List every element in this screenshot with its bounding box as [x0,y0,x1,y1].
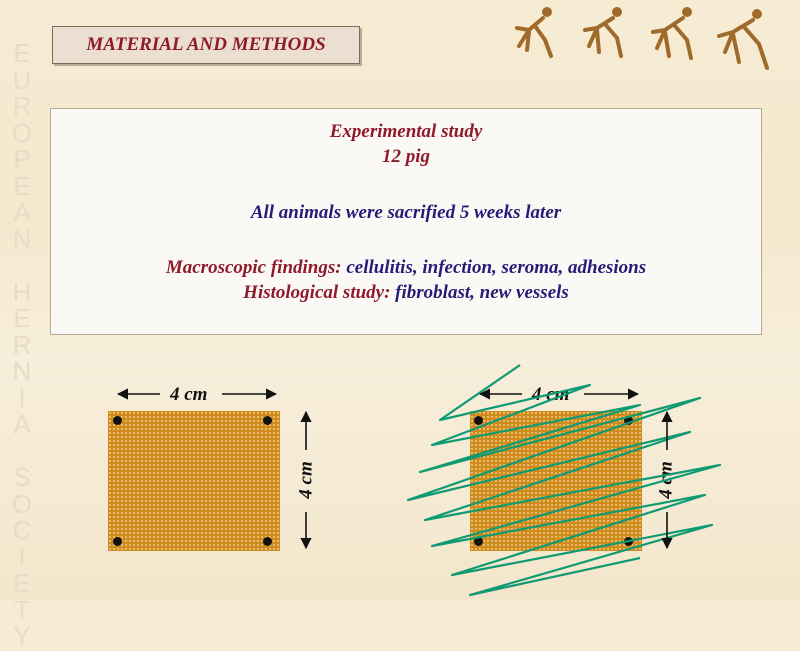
watermark-letter: E [13,38,31,68]
watermark-letter: E [13,170,31,201]
watermark-letter: E [13,303,31,333]
runner-figure-2 [583,7,623,58]
watermark-letter: N [12,223,32,254]
runner-figure-1 [515,7,553,58]
section-header: MATERIAL AND METHODS [52,26,360,64]
watermark-letter: I [18,382,26,413]
macroscopic-findings: Macroscopic findings: cellulitis, infect… [51,257,761,279]
study-type: Experimental study [329,121,483,142]
watermark-letter: O [11,488,33,519]
watermark-letter: A [13,197,31,227]
histological-label: Histological study: [243,282,391,303]
watermark-letter: E [13,568,31,598]
watermark-letter: N [12,356,32,386]
suture-dot [263,537,272,546]
suture-dot [113,416,122,425]
watermark-letter: U [12,64,32,95]
watermark-letter: Y [13,621,31,651]
mesh-square-left [108,411,280,551]
study-summary-box: Experimental study 12 pig All animals we… [50,108,762,335]
runner-figure-4 [717,9,769,70]
runner-figure-3 [651,7,693,60]
width-dimension-label: 4 cm [170,384,208,405]
watermark-letter: S [13,462,31,492]
sacrifice-note: All animals were sacrified 5 weeks later [250,202,562,223]
suture-dot [624,416,633,425]
watermark-letter: C [12,515,32,545]
suture-dot [263,416,272,425]
suture-zigzag [406,364,722,597]
macroscopic-label: Macroscopic findings: [165,257,342,278]
page-title: MATERIAL AND METHODS [86,34,326,55]
suture-dot [474,416,483,425]
watermark-letter: P [13,144,31,174]
watermark-letter: O [11,117,33,148]
watermark-letter: T [14,594,30,625]
histological-values: fibroblast, new vessels [390,282,569,303]
diagram-overlay [116,364,722,597]
watermark-letter: R [12,91,32,121]
watermark-letter: A [13,409,31,439]
suture-dot [474,537,483,546]
watermark-letter: R [12,329,32,360]
suture-dot [113,537,122,546]
watermark-letter: H [12,276,32,307]
running-figures-decoration [515,7,769,70]
macroscopic-values: cellulitis, infection, seroma, adhesions [341,257,647,278]
study-subjects: 12 pig [381,146,431,167]
histological-study: Histological study: fibroblast, new vess… [51,282,761,304]
watermark-letter: I [18,541,26,572]
